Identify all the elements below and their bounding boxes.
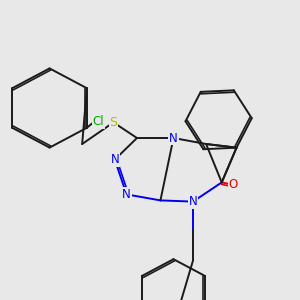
Text: S: S: [110, 116, 118, 129]
Text: N: N: [122, 188, 131, 201]
Text: N: N: [110, 153, 119, 166]
Text: N: N: [169, 131, 178, 145]
Text: O: O: [229, 178, 238, 191]
Text: N: N: [189, 195, 197, 208]
Text: Cl: Cl: [92, 115, 104, 128]
